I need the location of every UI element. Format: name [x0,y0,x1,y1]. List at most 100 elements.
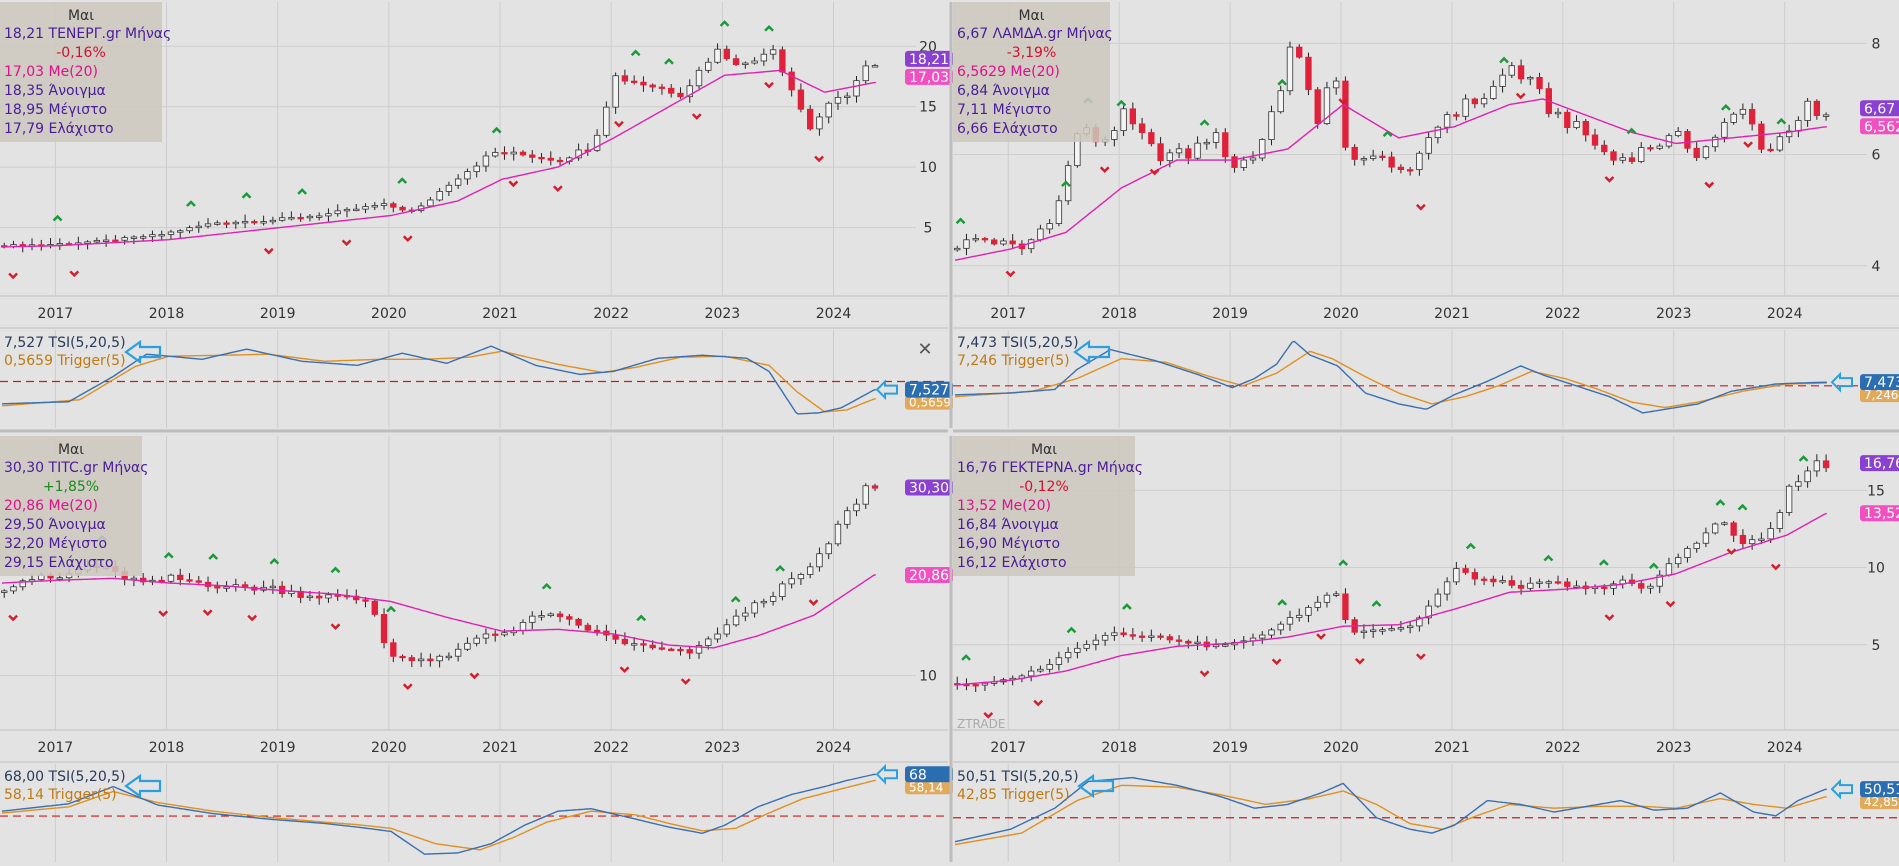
open-label: 6,84 Άνοιγμα [957,83,1050,99]
up-signal-marker [241,191,252,199]
candle-body [362,206,369,210]
down-signal-marker [1033,699,1044,707]
candle-body [278,217,286,221]
tsi-end-arrow-icon [875,763,898,785]
price-value-badge-text: 16,76 [1864,456,1899,472]
down-signal-marker [402,683,413,690]
candle-body [56,577,63,580]
candle-body [603,106,610,136]
candle-body [1185,640,1192,644]
candle-body [427,658,434,662]
trigger-value-badge-text: 42,85 [1864,795,1898,809]
candlestick-series [954,41,1830,256]
candle-body [343,208,351,212]
candle-body [93,240,101,243]
price-value-badge-text: 30,30 [909,481,949,497]
x-tick-label: 2024 [1767,740,1803,756]
candle-body [167,231,175,235]
down-signal-marker [1099,166,1110,174]
candle-body [1610,583,1617,589]
candle-body [981,238,989,241]
candle-body [1129,108,1137,125]
candle-body [788,578,795,585]
y-tick-label: 15 [919,100,937,116]
candle-body [1647,585,1654,589]
candle-body [1656,145,1663,149]
candle-body [1573,121,1580,129]
candle-body [464,171,471,180]
up-signal-marker [764,24,774,32]
tsi-legend-value: 50,51 TSI(5,20,5) [957,769,1079,785]
down-signal-marker [1604,614,1615,621]
trigger-value-badge [1860,388,1899,403]
period-label: Μαι [58,442,84,458]
chart-panel-titc[interactable]: 2017 2018 2019 2020 2021 2022 2023 2024 10 20,86 3… [0,436,953,862]
candle-body [1434,593,1442,607]
up-signal-marker [1116,99,1127,107]
x-tick-label: 2019 [260,306,296,322]
low-label: 29,15 Ελάχιστο [4,555,114,571]
candle-body [1582,121,1589,136]
candle-body [797,574,805,580]
candle-body [769,49,777,55]
candle-body [1369,629,1377,632]
candle-body [1314,89,1321,124]
candle-body [1601,586,1608,590]
close-icon[interactable]: ✕ [917,339,932,360]
candle-body [1462,568,1469,573]
tsi-arrow-icon [124,773,162,799]
candle-body [612,634,619,640]
tsi-value-badge-text: 50,51 [1864,782,1899,798]
candle-body [1675,131,1682,137]
price-value-badge-text: 6,67 [1864,101,1895,117]
period-label: Μαι [1018,8,1044,24]
change-percent-label: -3,19% [1007,45,1057,61]
tsi-value-badge [1860,781,1899,798]
candle-body [1656,574,1663,587]
candle-body [1684,131,1691,149]
x-tick-label: 2017 [990,306,1026,322]
y-tick-label: 4 [1872,259,1881,275]
candle-body [972,238,979,241]
ohlc-info-box [953,436,1135,576]
candle-body [1758,123,1765,150]
symbol-price-label: 18,21 ΤΕΝΕΡΓ.gr Μήνας [4,26,171,42]
up-signal-marker [1465,542,1476,550]
candle-body [1,590,8,593]
up-signal-marker [775,564,786,572]
chart-panel-lamda[interactable]: 2017 2018 2019 2020 2021 2022 2023 2024 4 6 8 6,562… [949,2,1899,433]
up-signal-marker [1277,78,1288,86]
chart-panel-gekterna[interactable]: 2017 2018 2019 2020 2021 2022 2023 2024 5 10 15 13,… [949,436,1899,862]
candle-body [695,645,703,654]
chart-panel-tenerg[interactable]: 2017 2018 2019 2020 2021 2022 2023 202451015201… [0,2,953,433]
x-tick-label: 2020 [1323,306,1359,322]
candle-body [1721,122,1728,138]
candle-body [871,65,879,68]
down-signal-marker [552,185,563,193]
candle-body [538,615,545,618]
down-signal-marker [402,235,413,242]
candle-body [362,599,369,602]
down-signal-marker [680,678,691,685]
candle-body [1027,239,1035,250]
tsi-line [955,340,1827,414]
candle-body [1665,563,1673,576]
candle-body [844,510,851,525]
open-label: 29,50 Άνοιγμα [4,517,106,533]
candle-body [686,649,693,654]
candle-body [1785,130,1793,138]
candle-body [1804,100,1811,121]
candle-body [353,208,360,212]
candle-body [399,206,406,211]
down-signal-marker [1743,141,1753,149]
candle-body [732,615,740,626]
trigger-value-badge-text: 58,14 [909,780,943,794]
candle-body [853,503,860,512]
candle-body [464,642,471,650]
x-tick-label: 2024 [1767,306,1803,322]
ma-label: 17,03 Me(20) [4,64,98,80]
candle-body [1342,80,1349,148]
high-label: 32,20 Μέγιστο [4,536,107,552]
candle-body [612,75,619,108]
ohlc-info-box [953,2,1110,142]
